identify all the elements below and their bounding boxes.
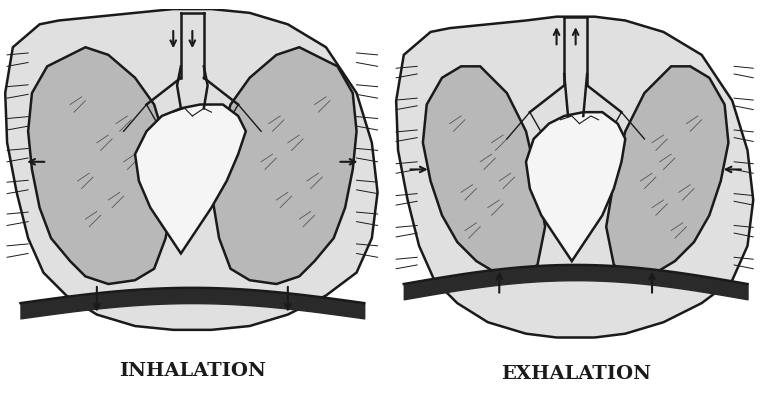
Text: INHALATION: INHALATION <box>119 362 266 380</box>
Polygon shape <box>606 66 728 276</box>
Polygon shape <box>423 66 545 276</box>
Text: EXHALATION: EXHALATION <box>501 365 650 383</box>
Polygon shape <box>396 17 753 338</box>
Polygon shape <box>211 47 356 284</box>
Polygon shape <box>526 112 625 261</box>
Polygon shape <box>135 104 246 254</box>
Polygon shape <box>28 47 174 284</box>
Polygon shape <box>5 9 378 330</box>
